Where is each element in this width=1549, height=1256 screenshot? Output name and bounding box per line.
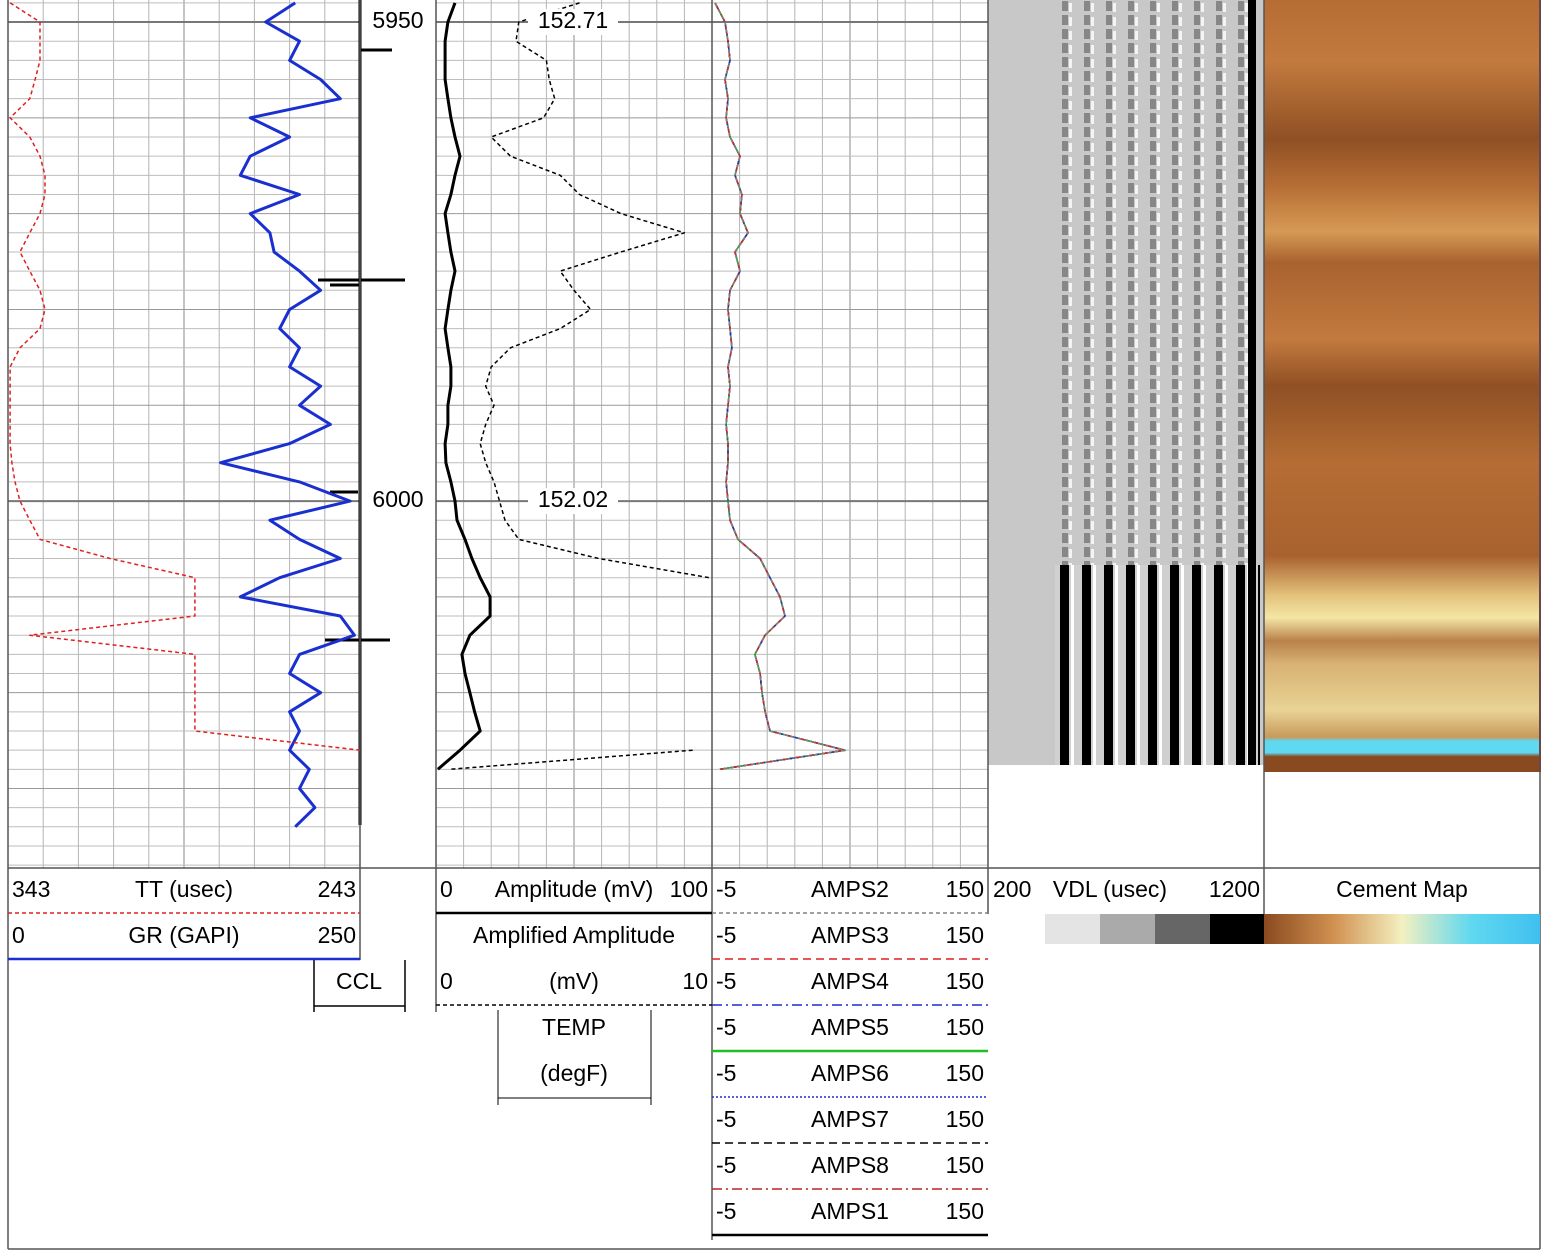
scale-min: -5 — [716, 1014, 736, 1040]
curve-name: TT (usec) — [135, 876, 233, 902]
curve-name: AMPS4 — [811, 968, 889, 994]
curve — [9, 2, 361, 751]
curve — [714, 2, 846, 771]
scale-min: -5 — [716, 1106, 736, 1132]
scale-max: 150 — [946, 1014, 984, 1040]
scale-min: -5 — [716, 876, 736, 902]
curve-name: AMPS7 — [811, 1106, 889, 1132]
track-name: Cement Map — [1336, 876, 1468, 902]
grid — [8, 0, 988, 868]
scale-min: 200 — [993, 876, 1031, 902]
depth-label: 6000 — [372, 486, 423, 512]
scale-min: -5 — [716, 968, 736, 994]
scale-max: 150 — [946, 922, 984, 948]
ccl-name: CCL — [336, 968, 382, 994]
scale-max: 1200 — [1209, 876, 1260, 902]
scale-min: -5 — [716, 922, 736, 948]
scale-max: 150 — [946, 1198, 984, 1224]
temp-name: TEMP — [542, 1014, 606, 1040]
depth-label: 5950 — [372, 7, 423, 33]
curve — [219, 1, 356, 828]
curve-name: GR (GAPI) — [128, 922, 239, 948]
scale-min: -5 — [716, 1152, 736, 1178]
scale-max: 10 — [682, 968, 708, 994]
scale-min: 0 — [440, 968, 453, 994]
temp-label: 152.02 — [538, 486, 608, 512]
frame — [7, 0, 1541, 1250]
curves: 5950 6000 152.71 152.02 — [9, 1, 846, 828]
scale-min: 0 — [12, 922, 25, 948]
temp-label: 152.71 — [538, 7, 608, 33]
scale-min: -5 — [716, 1060, 736, 1086]
scale-max: 150 — [946, 1106, 984, 1132]
curve-unit: (mV) — [549, 968, 599, 994]
curve-name: AMPS1 — [811, 1198, 889, 1224]
curve-name: Amplified Amplitude — [473, 922, 675, 948]
curve-name: AMPS8 — [811, 1152, 889, 1178]
scale-max: 243 — [318, 876, 356, 902]
curve-name: AMPS3 — [811, 922, 889, 948]
temp-label-bg — [528, 488, 618, 515]
track-name: VDL (usec) — [1053, 876, 1167, 902]
scale-max: 150 — [946, 968, 984, 994]
curve — [449, 2, 710, 771]
vdl-image — [988, 0, 1264, 765]
scale-min: 343 — [12, 876, 50, 902]
curve-name: AMPS5 — [811, 1014, 889, 1040]
curve — [714, 2, 846, 771]
scale-max: 150 — [946, 1152, 984, 1178]
scale-min: 0 — [440, 876, 453, 902]
scale-max: 150 — [946, 1060, 984, 1086]
scale-max: 150 — [946, 876, 984, 902]
curve-name: Amplitude (mV) — [495, 876, 653, 902]
header: TT (usec) 343 243 GR (GAPI) 0 250 Amplitude (m… — [8, 876, 1540, 1237]
scale-max: 250 — [318, 922, 356, 948]
temp-unit: (degF) — [540, 1060, 608, 1086]
scale-max: 100 — [670, 876, 708, 902]
curve-name: AMPS6 — [811, 1060, 889, 1086]
cement-map-image — [1264, 0, 1541, 772]
scale-min: -5 — [716, 1198, 736, 1224]
curve-name: AMPS2 — [811, 876, 889, 902]
temp-label-bg — [528, 9, 618, 36]
curve — [436, 2, 492, 771]
